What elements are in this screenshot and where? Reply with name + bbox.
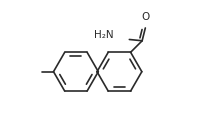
- Text: H₂N: H₂N: [94, 30, 113, 40]
- Text: O: O: [141, 12, 149, 22]
